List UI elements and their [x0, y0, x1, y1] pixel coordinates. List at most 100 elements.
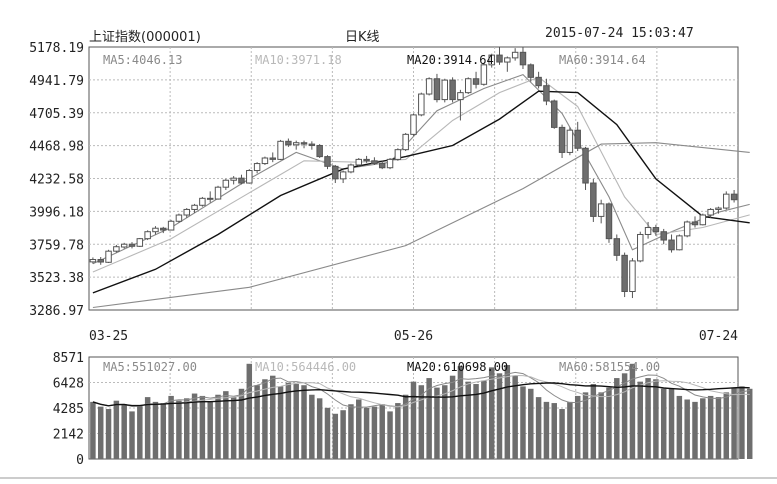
volume-bar — [191, 393, 198, 459]
volume-y-tick: 8571 — [53, 351, 84, 366]
volume-bar — [614, 378, 620, 459]
volume-bar — [105, 409, 112, 459]
volume-bar — [567, 401, 573, 459]
candle-body — [496, 54, 503, 63]
candle-body — [332, 165, 339, 180]
volume-bar — [574, 395, 581, 459]
price-y-tick: 3996.18 — [29, 205, 84, 220]
volume-bar — [371, 406, 378, 459]
candle-body — [519, 51, 527, 66]
candle-body — [175, 214, 183, 222]
volume-bar — [207, 401, 213, 459]
volume-bar — [637, 381, 643, 459]
candle-body — [605, 203, 613, 240]
candle-body — [543, 85, 550, 102]
candle-body — [707, 208, 714, 216]
volume-bar — [535, 397, 542, 459]
price-ma-legend: MA5:4046.13 — [103, 53, 182, 67]
volume-bar — [90, 401, 96, 459]
candle-body — [261, 157, 269, 165]
volume-bar — [528, 388, 534, 459]
volume-bar — [715, 397, 722, 459]
candle-body — [238, 177, 245, 184]
volume-ma-legend: MA60:581554.00 — [559, 360, 660, 374]
candle-body — [433, 78, 441, 101]
candle-body — [691, 221, 699, 226]
volume-bar — [621, 373, 628, 459]
volume-bar — [418, 385, 425, 459]
candle-body — [394, 149, 402, 160]
volume-bar — [731, 387, 737, 459]
candle-body — [574, 129, 581, 149]
price-y-tick: 3286.97 — [29, 304, 84, 319]
volume-bar — [215, 394, 221, 459]
candle-body — [441, 79, 449, 101]
candle-body — [324, 156, 331, 167]
candle-body — [308, 143, 316, 146]
candle-body — [582, 147, 589, 184]
candle-body — [480, 64, 488, 85]
volume-bar — [113, 400, 120, 459]
candle-body — [120, 243, 128, 248]
candle-body — [347, 164, 355, 173]
candle-body — [339, 171, 347, 180]
volume-bar — [246, 363, 253, 459]
volume-bar — [582, 392, 589, 459]
candle-body — [464, 78, 472, 94]
volume-ma-legend: MA5:551027.00 — [103, 360, 197, 374]
volume-bar — [293, 384, 299, 459]
price-ma-legend: MA20:3914.64 — [407, 53, 494, 67]
volume-bar — [97, 406, 104, 459]
volume-bar — [653, 379, 659, 459]
candle-body — [660, 231, 667, 241]
volume-bar — [199, 395, 206, 459]
volume-bar — [332, 413, 339, 459]
volume-bar — [316, 398, 323, 459]
candle-body — [292, 142, 300, 146]
candle-body — [425, 78, 433, 95]
volume-bar — [363, 407, 370, 459]
candle-body — [97, 259, 104, 263]
candle-body — [128, 243, 136, 247]
volume-ma-line-ma5 — [92, 371, 750, 408]
volume-bar — [473, 384, 479, 459]
index-title: 上证指数(000001) — [89, 30, 201, 45]
price-y-tick: 4705.39 — [29, 107, 84, 122]
candle-body — [199, 197, 206, 206]
volume-bar — [348, 404, 354, 459]
ma-line-ma60 — [92, 142, 750, 309]
candle-body — [504, 57, 511, 63]
candle-body — [488, 54, 495, 66]
volume-bar — [543, 401, 550, 459]
volume-bar — [270, 375, 276, 459]
candle-body — [144, 231, 151, 240]
volume-bar — [395, 403, 401, 459]
volume-bar — [520, 386, 526, 459]
volume-bar — [449, 375, 456, 459]
volume-y-tick: 0 — [76, 453, 84, 468]
volume-bar — [559, 409, 565, 459]
volume-bar — [254, 385, 260, 459]
candle-body — [191, 204, 198, 210]
candle-body — [300, 142, 308, 145]
candle-body — [410, 114, 417, 135]
x-tick-label: 07-24 — [699, 329, 738, 344]
x-tick-label: 03-25 — [89, 329, 128, 344]
chart-period-title: 日K线 — [345, 30, 380, 45]
volume-bar — [356, 399, 362, 459]
candle-body — [214, 186, 222, 200]
volume-bar — [262, 379, 268, 459]
volume-y-tick: 2142 — [53, 428, 84, 443]
volume-bar — [379, 404, 385, 459]
volume-bar — [129, 411, 135, 459]
volume-bar — [465, 381, 471, 459]
volume-bar — [168, 395, 174, 459]
volume-ma-legend: MA10:564446.00 — [255, 360, 356, 374]
candle-body — [668, 239, 675, 251]
ma-line-ma5 — [92, 73, 750, 265]
volume-bar — [739, 386, 745, 459]
volume-bar — [238, 388, 245, 459]
volume-bar — [684, 399, 690, 459]
